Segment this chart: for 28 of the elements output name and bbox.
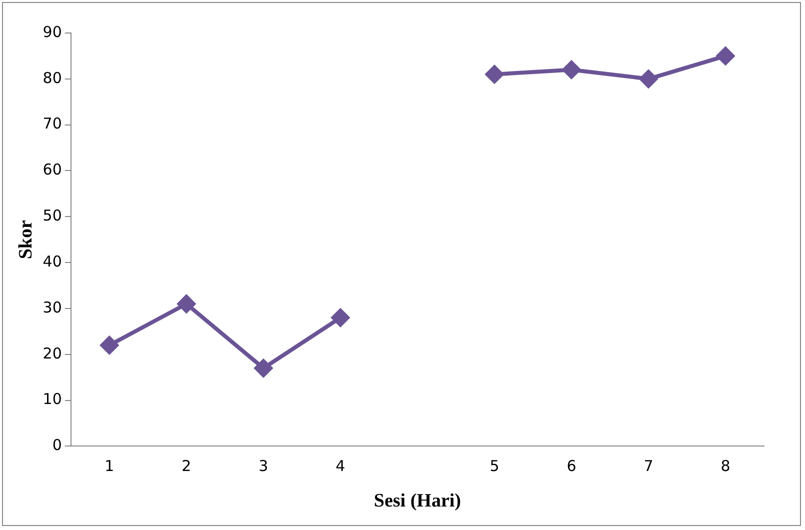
x-tick-label: 3: [258, 457, 268, 476]
y-tick-label: 50: [42, 206, 62, 225]
y-tick-label: 90: [42, 22, 62, 41]
y-axis-title: Skor: [15, 220, 36, 260]
x-tick-label: 2: [182, 457, 192, 476]
y-tick-label: 30: [42, 298, 62, 316]
y-tick-label: 20: [42, 344, 62, 362]
x-tick-label: 5: [490, 457, 500, 476]
x-axis-title: Sesi (Hari): [374, 490, 461, 512]
y-tick-label: 40: [42, 252, 62, 270]
x-tick-label: 7: [644, 457, 654, 476]
y-tick-label: 0: [52, 436, 62, 454]
point: [716, 46, 734, 65]
point: [177, 294, 196, 313]
y-tick-label: 10: [42, 390, 62, 408]
point: [562, 60, 580, 79]
point: [100, 336, 118, 354]
y-tick-label: 70: [42, 114, 62, 133]
point: [485, 65, 504, 84]
y-tick-label: 60: [42, 160, 62, 179]
x-tick-label: 8: [720, 457, 730, 476]
x-tick-label: 4: [336, 457, 346, 476]
x-tick-label: 1: [104, 457, 114, 476]
y-tick-label: 80: [42, 68, 62, 87]
point: [331, 308, 350, 327]
x-tick-label: 6: [566, 457, 576, 476]
point: [254, 359, 272, 378]
point: [639, 70, 658, 88]
